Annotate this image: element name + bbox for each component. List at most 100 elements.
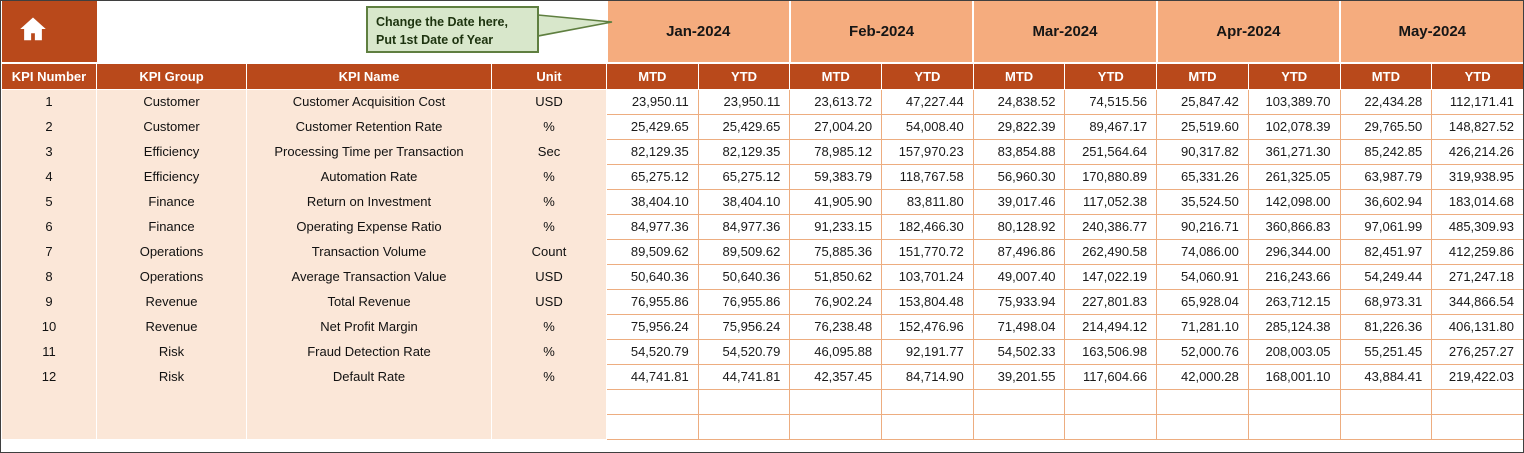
- subcolumn-header[interactable]: MTD: [789, 62, 883, 90]
- kpi-group-cell[interactable]: Customer: [96, 114, 247, 139]
- empty-value-cell[interactable]: [697, 413, 791, 440]
- kpi-value-cell[interactable]: 182,466.30: [881, 213, 974, 240]
- kpi-value-cell[interactable]: 68,973.31: [1339, 288, 1433, 315]
- kpi-value-cell[interactable]: 84,714.90: [881, 363, 974, 390]
- kpi-value-cell[interactable]: 75,956.24: [606, 313, 699, 340]
- kpi-number-cell[interactable]: 10: [1, 314, 97, 339]
- kpi-value-cell[interactable]: 24,838.52: [972, 88, 1066, 115]
- kpi-value-cell[interactable]: 296,344.00: [1247, 238, 1341, 265]
- empty-left-cell[interactable]: [491, 414, 607, 439]
- kpi-value-cell[interactable]: 36,602.94: [1339, 188, 1433, 215]
- kpi-value-cell[interactable]: 117,604.66: [1064, 363, 1158, 390]
- kpi-value-cell[interactable]: 148,827.52: [1431, 113, 1523, 140]
- month-header[interactable]: May-2024: [1339, 1, 1523, 64]
- kpi-unit-cell[interactable]: USD: [491, 289, 607, 314]
- kpi-value-cell[interactable]: 319,938.95: [1431, 163, 1523, 190]
- kpi-value-cell[interactable]: 183,014.68: [1431, 188, 1523, 215]
- kpi-value-cell[interactable]: 151,770.72: [881, 238, 974, 265]
- subcolumn-header[interactable]: YTD: [697, 62, 791, 90]
- kpi-value-cell[interactable]: 22,434.28: [1339, 88, 1433, 115]
- empty-value-cell[interactable]: [1247, 388, 1341, 415]
- kpi-value-cell[interactable]: 65,275.12: [606, 163, 699, 190]
- kpi-name-cell[interactable]: Return on Investment: [246, 189, 492, 214]
- kpi-name-cell[interactable]: Transaction Volume: [246, 239, 492, 264]
- kpi-value-cell[interactable]: 81,226.36: [1339, 313, 1433, 340]
- kpi-value-cell[interactable]: 71,281.10: [1156, 313, 1249, 340]
- kpi-value-cell[interactable]: 361,271.30: [1247, 138, 1341, 165]
- kpi-value-cell[interactable]: 240,386.77: [1064, 213, 1158, 240]
- kpi-value-cell[interactable]: 63,987.79: [1339, 163, 1433, 190]
- kpi-value-cell[interactable]: 55,251.45: [1339, 338, 1433, 365]
- kpi-value-cell[interactable]: 25,429.65: [697, 113, 791, 140]
- empty-value-cell[interactable]: [1064, 413, 1158, 440]
- kpi-unit-cell[interactable]: %: [491, 364, 607, 389]
- kpi-group-cell[interactable]: Efficiency: [96, 139, 247, 164]
- kpi-value-cell[interactable]: 44,741.81: [606, 363, 699, 390]
- kpi-value-cell[interactable]: 82,129.35: [606, 138, 699, 165]
- column-header[interactable]: KPI Group: [96, 62, 247, 90]
- kpi-number-cell[interactable]: 6: [1, 214, 97, 239]
- subcolumn-header[interactable]: MTD: [606, 62, 699, 90]
- kpi-value-cell[interactable]: 52,000.76: [1156, 338, 1249, 365]
- kpi-name-cell[interactable]: Customer Retention Rate: [246, 114, 492, 139]
- kpi-unit-cell[interactable]: USD: [491, 89, 607, 114]
- empty-value-cell[interactable]: [606, 388, 699, 415]
- kpi-value-cell[interactable]: 170,880.89: [1064, 163, 1158, 190]
- kpi-value-cell[interactable]: 103,389.70: [1247, 88, 1341, 115]
- kpi-value-cell[interactable]: 39,017.46: [972, 188, 1066, 215]
- kpi-unit-cell[interactable]: %: [491, 339, 607, 364]
- kpi-value-cell[interactable]: 227,801.83: [1064, 288, 1158, 315]
- kpi-group-cell[interactable]: Finance: [96, 214, 247, 239]
- kpi-value-cell[interactable]: 219,422.03: [1431, 363, 1523, 390]
- kpi-value-cell[interactable]: 85,242.85: [1339, 138, 1433, 165]
- kpi-group-cell[interactable]: Operations: [96, 239, 247, 264]
- kpi-value-cell[interactable]: 25,519.60: [1156, 113, 1249, 140]
- kpi-number-cell[interactable]: 11: [1, 339, 97, 364]
- kpi-unit-cell[interactable]: USD: [491, 264, 607, 289]
- kpi-value-cell[interactable]: 152,476.96: [881, 313, 974, 340]
- kpi-value-cell[interactable]: 76,238.48: [789, 313, 883, 340]
- column-header[interactable]: KPI Number: [1, 62, 97, 90]
- kpi-value-cell[interactable]: 91,233.15: [789, 213, 883, 240]
- kpi-value-cell[interactable]: 102,078.39: [1247, 113, 1341, 140]
- kpi-value-cell[interactable]: 216,243.66: [1247, 263, 1341, 290]
- kpi-value-cell[interactable]: 23,950.11: [606, 88, 699, 115]
- kpi-value-cell[interactable]: 51,850.62: [789, 263, 883, 290]
- kpi-value-cell[interactable]: 76,902.24: [789, 288, 883, 315]
- kpi-unit-cell[interactable]: %: [491, 114, 607, 139]
- kpi-value-cell[interactable]: 360,866.83: [1247, 213, 1341, 240]
- kpi-value-cell[interactable]: 147,022.19: [1064, 263, 1158, 290]
- kpi-value-cell[interactable]: 54,008.40: [881, 113, 974, 140]
- kpi-value-cell[interactable]: 78,985.12: [789, 138, 883, 165]
- empty-left-cell[interactable]: [96, 414, 247, 439]
- kpi-name-cell[interactable]: Processing Time per Transaction: [246, 139, 492, 164]
- kpi-value-cell[interactable]: 29,822.39: [972, 113, 1066, 140]
- subcolumn-header[interactable]: YTD: [881, 62, 974, 90]
- kpi-value-cell[interactable]: 92,191.77: [881, 338, 974, 365]
- kpi-name-cell[interactable]: Automation Rate: [246, 164, 492, 189]
- kpi-value-cell[interactable]: 71,498.04: [972, 313, 1066, 340]
- kpi-value-cell[interactable]: 83,811.80: [881, 188, 974, 215]
- subcolumn-header[interactable]: MTD: [1156, 62, 1249, 90]
- kpi-group-cell[interactable]: Revenue: [96, 289, 247, 314]
- month-header[interactable]: Mar-2024: [972, 1, 1157, 64]
- column-header[interactable]: KPI Name: [246, 62, 492, 90]
- kpi-name-cell[interactable]: Total Revenue: [246, 289, 492, 314]
- kpi-value-cell[interactable]: 89,509.62: [606, 238, 699, 265]
- kpi-number-cell[interactable]: 4: [1, 164, 97, 189]
- empty-value-cell[interactable]: [1064, 388, 1158, 415]
- kpi-value-cell[interactable]: 276,257.27: [1431, 338, 1523, 365]
- kpi-name-cell[interactable]: Operating Expense Ratio: [246, 214, 492, 239]
- kpi-group-cell[interactable]: Customer: [96, 89, 247, 114]
- date-callout[interactable]: Change the Date here, Put 1st Date of Ye…: [366, 6, 539, 53]
- empty-value-cell[interactable]: [1156, 413, 1249, 440]
- kpi-name-cell[interactable]: Net Profit Margin: [246, 314, 492, 339]
- empty-value-cell[interactable]: [1247, 413, 1341, 440]
- home-cell[interactable]: [1, 1, 97, 64]
- column-header[interactable]: Unit: [491, 62, 607, 90]
- kpi-value-cell[interactable]: 117,052.38: [1064, 188, 1158, 215]
- empty-value-cell[interactable]: [789, 388, 883, 415]
- subcolumn-header[interactable]: YTD: [1247, 62, 1341, 90]
- kpi-value-cell[interactable]: 38,404.10: [697, 188, 791, 215]
- subcolumn-header[interactable]: MTD: [972, 62, 1066, 90]
